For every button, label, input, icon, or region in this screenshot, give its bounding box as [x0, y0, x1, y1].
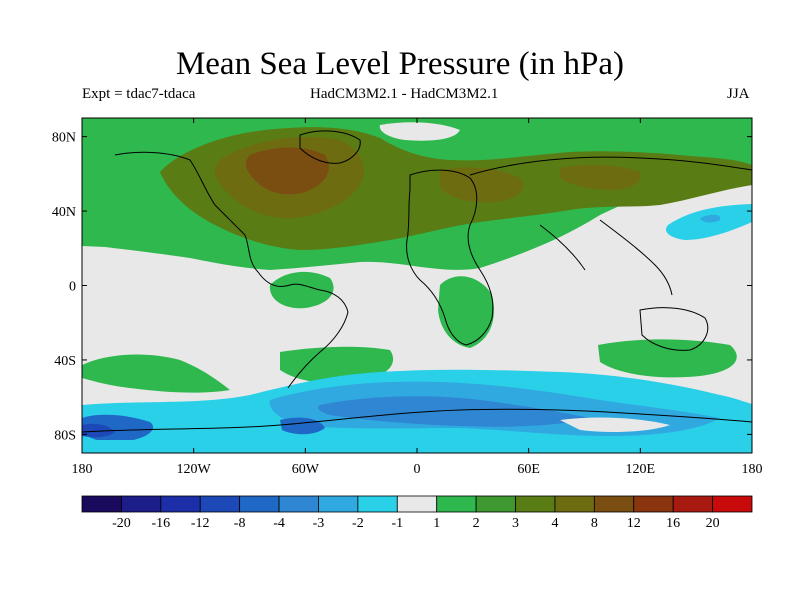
lon-label: 120E [626, 462, 656, 477]
coast-americas [114, 151, 349, 389]
lon-label: 180 [72, 462, 93, 477]
model-label: HadCM3M2.1 - HadCM3M2.1 [310, 86, 499, 102]
lat-label: 80S [54, 428, 76, 443]
colorbar-label: -8 [234, 516, 246, 531]
colorbar-label: -20 [112, 516, 131, 531]
lon-label: 0 [414, 462, 421, 477]
colorbar-label: 3 [512, 516, 519, 531]
colorbar-swatch [81, 495, 122, 513]
colorbar-label: -12 [191, 516, 210, 531]
colorbar-swatch [357, 495, 398, 513]
colorbar-swatch [593, 495, 635, 513]
colorbar-swatch [475, 495, 516, 513]
experiment-label: Expt = tdac7-tdaca [82, 86, 196, 102]
colorbar-swatch [396, 495, 438, 513]
colorbar-label: -4 [273, 516, 285, 531]
longitude-labels: 180 120W 60W 0 60E 120E 180 [72, 462, 763, 477]
lon-label: 120W [177, 462, 212, 477]
colorbar-swatch [160, 495, 201, 513]
plot-title: Mean Sea Level Pressure (in hPa) [175, 46, 625, 82]
latitude-labels: 80N 40N 0 40S 80S [52, 131, 76, 444]
positive-anomaly-8-asia [560, 164, 641, 190]
green-south-indian [598, 339, 737, 378]
colorbar-label: -1 [391, 516, 403, 531]
colorbar-swatch [515, 495, 556, 513]
colorbar-label: 12 [627, 516, 641, 531]
coast-asia [469, 156, 752, 296]
colorbar-swatch [633, 495, 674, 513]
colorbar-label: 8 [591, 516, 598, 531]
colorbar-label: 20 [706, 516, 720, 531]
coast-greenland [299, 130, 361, 164]
neutral-east-antarctic [560, 417, 670, 433]
lon-label: 180 [742, 462, 763, 477]
colorbar-swatch [712, 495, 753, 513]
negative-anomaly-north-pacific-core [700, 214, 721, 223]
colorbar-label: 4 [551, 516, 558, 531]
colorbar [81, 495, 753, 513]
colorbar-swatch [278, 495, 319, 513]
lat-label: 0 [69, 280, 76, 295]
colorbar-label: -2 [352, 516, 364, 531]
coastlines [82, 130, 752, 433]
axis-ticks [81, 118, 753, 453]
colorbar-swatch [239, 495, 280, 513]
green-south-america [269, 271, 334, 309]
colorbar-swatch [121, 495, 162, 513]
neutral-arctic [379, 122, 460, 141]
lon-label: 60W [292, 462, 320, 477]
colorbar-swatch [554, 495, 595, 513]
colorbar-label: 2 [473, 516, 480, 531]
positive-anomaly-8-europe [440, 167, 524, 203]
lat-label: 80N [52, 131, 76, 146]
coast-antarctica [82, 408, 752, 433]
map-field [82, 118, 752, 453]
positive-anomaly-12 [245, 147, 329, 195]
lat-label: 40N [52, 205, 76, 220]
colorbar-swatch [436, 495, 477, 513]
antarctic-band [82, 440, 752, 453]
negative-anomaly-minus-4 [318, 396, 590, 427]
colorbar-label: 16 [666, 516, 680, 531]
colorbar-label: 1 [433, 516, 440, 531]
colorbar-swatch [318, 495, 359, 513]
colorbar-swatch [672, 495, 713, 513]
season-label: JJA [727, 86, 750, 102]
colorbar-label: -3 [313, 516, 325, 531]
green-south-pacific [82, 354, 230, 393]
lon-label: 60E [517, 462, 540, 477]
colorbar-labels: -20 -16 -12 -8 -4 -3 -2 -1 1 2 3 4 8 12 16 20 [112, 516, 720, 531]
lat-label: 40S [54, 354, 76, 369]
colorbar-label: -16 [151, 516, 170, 531]
colorbar-swatch [199, 495, 241, 513]
coast-europe-africa [406, 169, 494, 346]
negative-anomaly-core [82, 423, 115, 438]
coast-australia [639, 307, 709, 351]
green-africa [438, 276, 494, 348]
